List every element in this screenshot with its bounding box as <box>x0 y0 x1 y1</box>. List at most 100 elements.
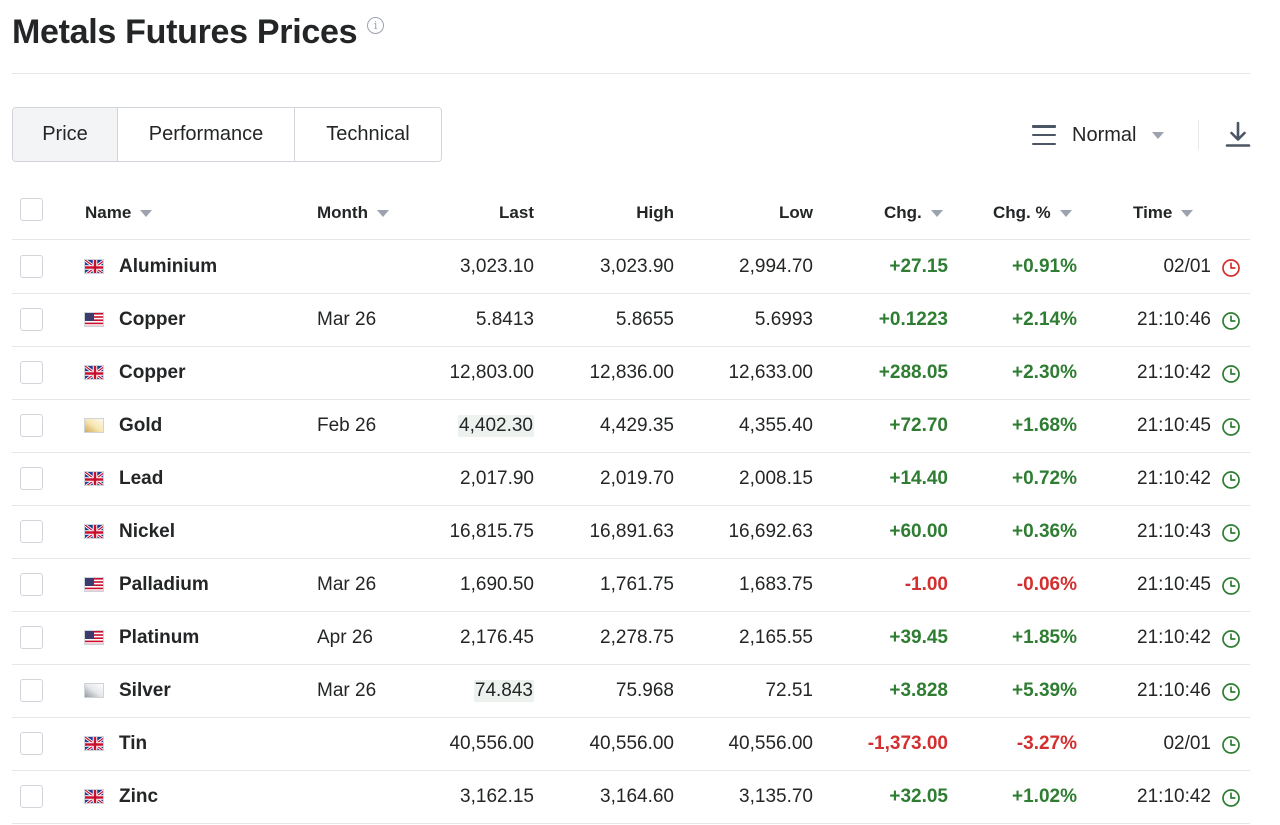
high-price: 75.968 <box>615 680 674 701</box>
high-price: 5.8655 <box>615 309 674 330</box>
low-price: 72.51 <box>765 680 813 701</box>
last-price-cell: 74.843 <box>424 665 534 717</box>
column-header-chg-pct[interactable]: Chg. % <box>993 186 1072 240</box>
column-header-chg[interactable]: Chg. <box>884 186 943 240</box>
last-price-cell: 40,556.00 <box>424 718 534 770</box>
row-checkbox[interactable] <box>20 785 43 808</box>
clock-icon[interactable] <box>1221 735 1241 755</box>
column-header-low[interactable]: Low <box>779 203 813 222</box>
instrument-name-link[interactable]: Zinc <box>119 786 159 807</box>
row-checkbox[interactable] <box>20 361 43 384</box>
instrument-name-link[interactable]: Lead <box>119 468 164 489</box>
row-checkbox[interactable] <box>20 626 43 649</box>
clock-icon[interactable] <box>1221 682 1241 702</box>
download-icon <box>1225 121 1251 147</box>
clock-icon[interactable] <box>1221 417 1241 437</box>
column-header-chg-label: Chg. <box>884 203 922 222</box>
table-row[interactable]: Gold Feb 26 4,402.30 4,429.35 4,355.40 +72.70… <box>12 400 1250 453</box>
change-value: +39.45 <box>889 627 948 648</box>
table-row[interactable]: Platinum Apr 26 2,176.45 2,278.75 2,165.55 +3… <box>12 612 1250 665</box>
instrument-name-link[interactable]: Silver <box>119 680 171 701</box>
row-checkbox[interactable] <box>20 255 43 278</box>
change-percent: +1.02% <box>1012 786 1077 807</box>
gold-flag-icon <box>84 418 104 433</box>
tab-price[interactable]: Price <box>13 108 118 161</box>
sort-caret-icon <box>1181 209 1194 217</box>
instrument-name-link[interactable]: Palladium <box>119 574 209 595</box>
last-price: 2,176.45 <box>460 627 534 648</box>
table-row[interactable]: Tin 40,556.00 40,556.00 40,556.00 -1,373.00 -… <box>12 718 1250 771</box>
clock-icon[interactable] <box>1221 788 1241 808</box>
row-checkbox[interactable] <box>20 520 43 543</box>
us-flag-icon <box>84 577 104 592</box>
column-header-name[interactable]: Name <box>85 186 153 240</box>
change-percent: -0.06% <box>1016 574 1077 595</box>
table-row[interactable]: Copper 12,803.00 12,836.00 12,633.00 +288.05… <box>12 347 1250 400</box>
low-price: 12,633.00 <box>728 362 813 383</box>
change-value: +27.15 <box>889 256 948 277</box>
change-percent: +0.72% <box>1012 468 1077 489</box>
row-checkbox[interactable] <box>20 679 43 702</box>
change-percent: +5.39% <box>1012 680 1077 701</box>
last-update-time: 21:10:42 <box>1137 468 1211 489</box>
row-checkbox[interactable] <box>20 308 43 331</box>
toolbar-divider <box>1198 120 1199 150</box>
instrument-name-link[interactable]: Copper <box>119 362 186 383</box>
instrument-name-link[interactable]: Tin <box>119 733 148 754</box>
last-update-time: 02/01 <box>1163 733 1211 754</box>
row-checkbox[interactable] <box>20 467 43 490</box>
us-flag-icon <box>84 630 104 645</box>
clock-icon[interactable] <box>1221 576 1241 596</box>
view-mode-select[interactable]: Normal <box>1032 118 1165 152</box>
instrument-name-link[interactable]: Gold <box>119 415 163 436</box>
column-header-last[interactable]: Last <box>499 203 534 222</box>
sort-caret-icon <box>376 209 389 217</box>
low-price: 4,355.40 <box>739 415 813 436</box>
table-row[interactable]: Lead 2,017.90 2,019.70 2,008.15 +14.40 +0.72%… <box>12 453 1250 506</box>
high-price: 3,164.60 <box>600 786 674 807</box>
high-price: 40,556.00 <box>589 733 674 754</box>
clock-icon[interactable] <box>1221 258 1241 278</box>
clock-icon[interactable] <box>1221 629 1241 649</box>
column-header-high[interactable]: High <box>636 203 674 222</box>
table-row[interactable]: Palladium Mar 26 1,690.50 1,761.75 1,683.75 -… <box>12 559 1250 612</box>
change-percent: +0.36% <box>1012 521 1077 542</box>
row-checkbox[interactable] <box>20 573 43 596</box>
table-row[interactable]: Aluminium 3,023.10 3,023.90 2,994.70 +27.15 +… <box>12 241 1250 294</box>
column-header-month[interactable]: Month <box>317 186 389 240</box>
last-price: 5.8413 <box>475 309 534 330</box>
contract-month: Mar 26 <box>317 309 377 330</box>
table-row[interactable]: Zinc 3,162.15 3,164.60 3,135.70 +32.05 +1.02%… <box>12 771 1250 824</box>
select-all-checkbox[interactable] <box>20 198 43 221</box>
clock-icon[interactable] <box>1221 364 1241 384</box>
contract-month: Mar 26 <box>317 680 377 701</box>
row-checkbox[interactable] <box>20 732 43 755</box>
table-row[interactable]: Copper Mar 26 5.8413 5.8655 5.6993 +0.1223 +2.… <box>12 294 1250 347</box>
instrument-name-link[interactable]: Copper <box>119 309 186 330</box>
last-price: 3,023.10 <box>460 256 534 277</box>
title-row: Metals Futures Prices i <box>12 10 385 54</box>
clock-icon[interactable] <box>1221 523 1241 543</box>
instrument-name-link[interactable]: Nickel <box>119 521 175 542</box>
tab-performance[interactable]: Performance <box>118 108 295 161</box>
low-price: 2,165.55 <box>739 627 813 648</box>
instrument-name-link[interactable]: Aluminium <box>119 256 218 277</box>
clock-icon[interactable] <box>1221 470 1241 490</box>
row-checkbox[interactable] <box>20 414 43 437</box>
last-price: 74.843 <box>473 680 534 702</box>
last-price: 4,402.30 <box>458 415 534 437</box>
sort-caret-icon <box>140 209 153 217</box>
column-header-time[interactable]: Time <box>1133 186 1194 240</box>
clock-icon[interactable] <box>1221 311 1241 331</box>
download-button[interactable] <box>1224 120 1252 150</box>
table-row[interactable]: Silver Mar 26 74.843 75.968 72.51 +3.828 +5.39… <box>12 665 1250 718</box>
info-icon[interactable]: i <box>367 16 385 34</box>
last-update-time: 02/01 <box>1163 256 1211 277</box>
high-price: 3,023.90 <box>600 256 674 277</box>
uk-flag-icon <box>84 736 104 751</box>
last-price-cell: 5.8413 <box>424 294 534 346</box>
tab-technical[interactable]: Technical <box>295 108 441 161</box>
contract-month: Mar 26 <box>317 574 377 595</box>
instrument-name-link[interactable]: Platinum <box>119 627 200 648</box>
table-row[interactable]: Nickel 16,815.75 16,891.63 16,692.63 +60.00 +… <box>12 506 1250 559</box>
